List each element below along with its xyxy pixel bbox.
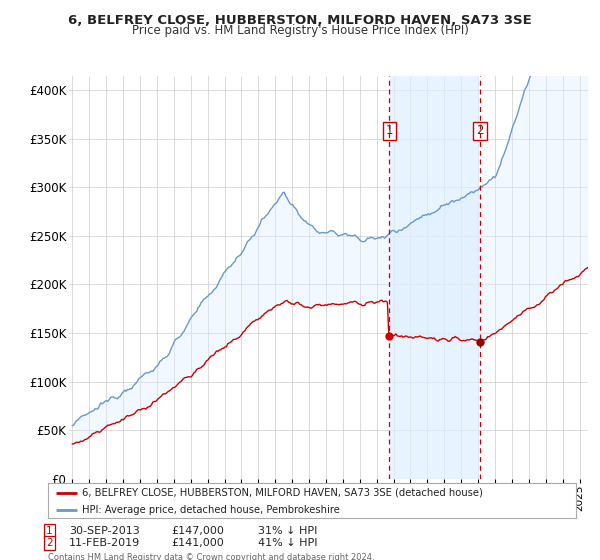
Text: 2: 2 — [46, 538, 53, 548]
Text: £147,000: £147,000 — [171, 526, 224, 536]
Text: 41% ↓ HPI: 41% ↓ HPI — [258, 538, 317, 548]
Text: Price paid vs. HM Land Registry's House Price Index (HPI): Price paid vs. HM Land Registry's House … — [131, 24, 469, 37]
Text: 6, BELFREY CLOSE, HUBBERSTON, MILFORD HAVEN, SA73 3SE: 6, BELFREY CLOSE, HUBBERSTON, MILFORD HA… — [68, 14, 532, 27]
Text: £141,000: £141,000 — [171, 538, 224, 548]
Text: 2: 2 — [476, 124, 484, 137]
Text: Contains HM Land Registry data © Crown copyright and database right 2024.
This d: Contains HM Land Registry data © Crown c… — [48, 553, 374, 560]
Text: HPI: Average price, detached house, Pembrokeshire: HPI: Average price, detached house, Pemb… — [82, 505, 340, 515]
Text: 11-FEB-2019: 11-FEB-2019 — [69, 538, 140, 548]
Text: 31% ↓ HPI: 31% ↓ HPI — [258, 526, 317, 536]
Text: 1: 1 — [46, 526, 53, 536]
Text: 6, BELFREY CLOSE, HUBBERSTON, MILFORD HAVEN, SA73 3SE (detached house): 6, BELFREY CLOSE, HUBBERSTON, MILFORD HA… — [82, 488, 483, 498]
Text: 1: 1 — [386, 124, 393, 137]
Text: 30-SEP-2013: 30-SEP-2013 — [69, 526, 140, 536]
